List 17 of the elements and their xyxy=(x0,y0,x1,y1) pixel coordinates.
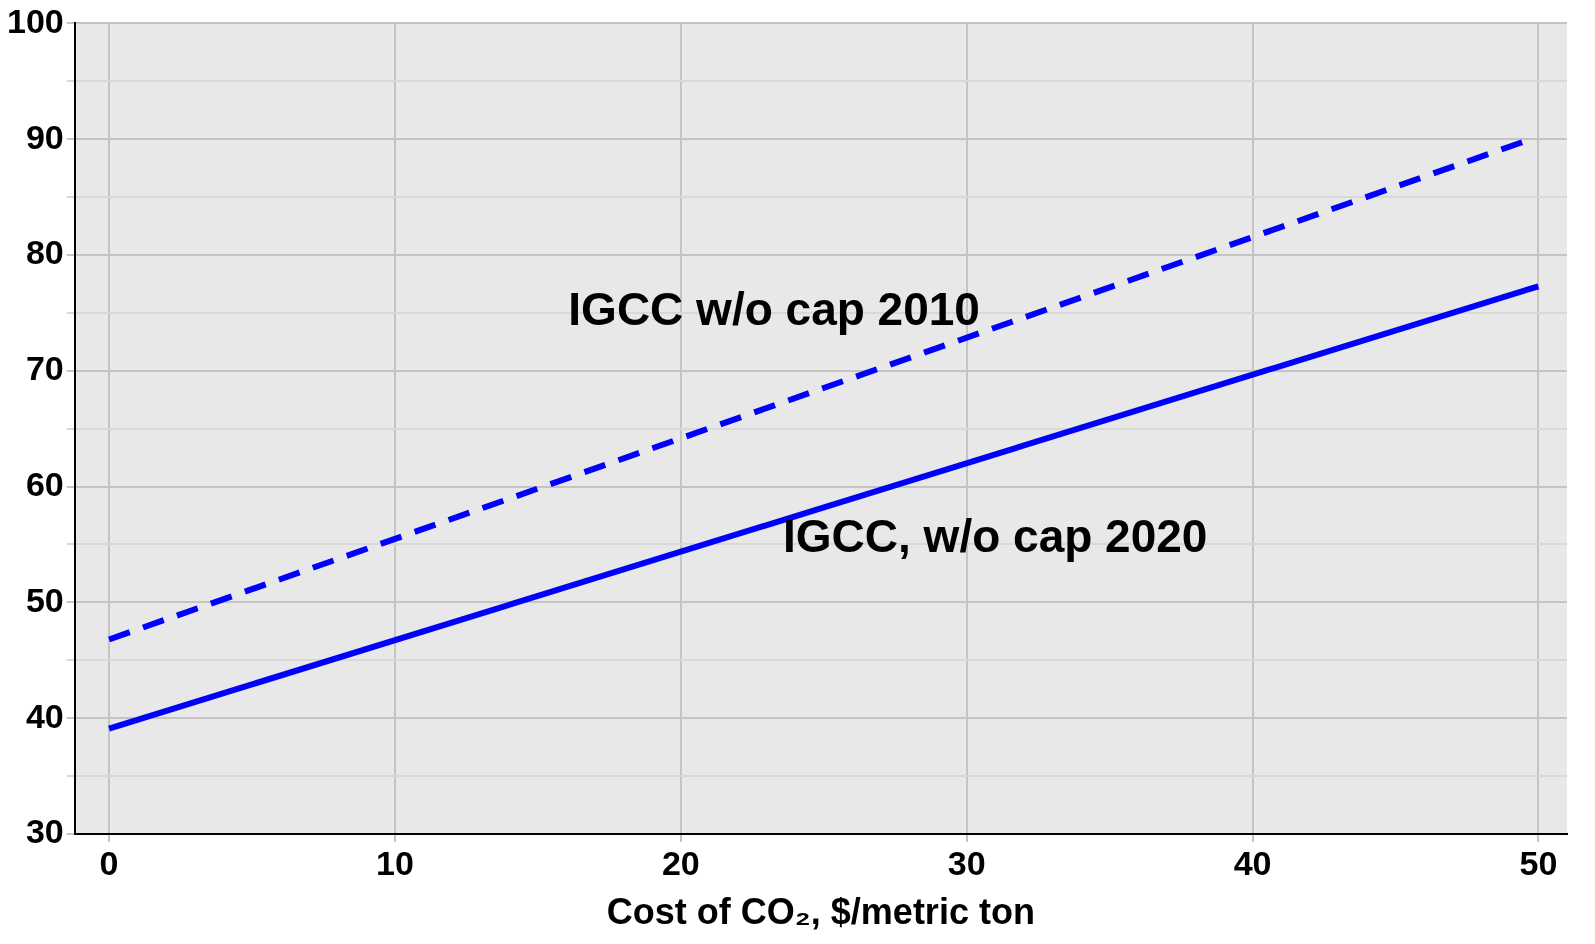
x-tick-label: 30 xyxy=(947,843,986,882)
y-tick-label: 90 xyxy=(25,117,64,156)
y-tick-label: 60 xyxy=(25,464,64,503)
x-tick-label: 0 xyxy=(99,843,119,882)
y-tick-label: 80 xyxy=(25,233,64,272)
y-tick-label: 50 xyxy=(25,580,64,619)
x-tick-label: 50 xyxy=(1519,843,1558,882)
y-tick-label: 100 xyxy=(6,1,64,40)
x-tick-label: 40 xyxy=(1233,843,1272,882)
y-tick-label: 30 xyxy=(25,812,64,851)
series-label: IGCC w/o cap 2010 xyxy=(568,283,980,336)
y-tick-label: 40 xyxy=(25,696,64,735)
y-tick-label: 70 xyxy=(25,349,64,388)
x-tick-label: 10 xyxy=(375,843,414,882)
series-label: IGCC, w/o cap 2020 xyxy=(783,510,1208,563)
x-axis-title: Cost of CO₂, $/metric ton xyxy=(606,891,1035,933)
x-tick-label: 20 xyxy=(661,843,700,882)
